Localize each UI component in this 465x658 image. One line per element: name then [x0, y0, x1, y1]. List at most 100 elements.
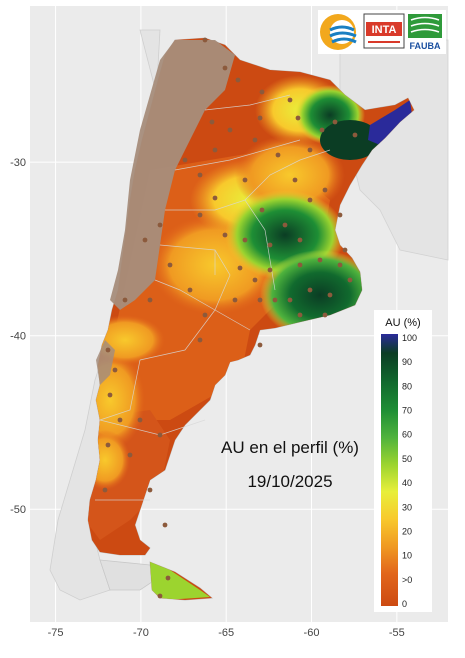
legend-labels: 100 90 80 70 60 50 40 30 20 10 >0 0 — [402, 333, 417, 609]
conae-swirl-icon — [320, 14, 357, 50]
station-dot — [147, 487, 153, 493]
legend: AU (%) 100 90 80 70 60 50 40 30 20 10 >0 0 — [374, 310, 432, 612]
map-annotation-date: 19/10/2025 — [247, 472, 332, 491]
station-dot — [297, 312, 303, 318]
legend-label-10: >0 — [402, 575, 412, 585]
station-dot — [272, 297, 278, 303]
logos: INTA FAUBA — [318, 10, 446, 54]
legend-title: AU (%) — [385, 317, 420, 329]
station-dot — [259, 207, 265, 213]
station-dot — [112, 367, 118, 373]
x-axis-ticks: -75 -70 -65 -60 -55 — [48, 627, 405, 639]
station-dot — [102, 487, 108, 493]
station-dot — [187, 287, 193, 293]
legend-label-8: 20 — [402, 526, 412, 536]
station-dot — [105, 442, 111, 448]
station-dot — [342, 247, 348, 253]
y-tick-label-2: -50 — [10, 504, 26, 516]
legend-label-5: 50 — [402, 454, 412, 464]
legend-label-2: 80 — [402, 381, 412, 391]
station-dot — [297, 237, 303, 243]
y-axis-ticks: -30 -40 -50 — [10, 157, 26, 516]
andes-masked-area — [96, 40, 235, 385]
legend-label-4: 60 — [402, 430, 412, 440]
province-borders — [95, 94, 331, 501]
legend-label-7: 30 — [402, 502, 412, 512]
station-dot — [252, 137, 258, 143]
legend-label-11: 0 — [402, 599, 407, 609]
station-dot — [227, 127, 233, 133]
station-dot — [165, 575, 171, 581]
station-dot — [322, 312, 328, 318]
station-dot — [212, 195, 218, 201]
station-dot — [157, 432, 163, 438]
station-dot — [197, 337, 203, 343]
station-dot — [317, 257, 323, 263]
station-dot — [197, 172, 203, 178]
station-dot — [295, 115, 301, 121]
x-tick-label-2: -65 — [218, 627, 234, 639]
station-dot — [287, 97, 293, 103]
station-dot — [319, 127, 325, 133]
station-dot — [252, 277, 258, 283]
station-dot — [157, 593, 163, 599]
station-dot — [307, 147, 313, 153]
station-dot — [107, 392, 113, 398]
map-annotation-title: AU en el perfil (%) — [221, 438, 359, 457]
station-dot — [237, 265, 243, 271]
station-dot — [232, 297, 238, 303]
station-dot — [157, 222, 163, 228]
station-dot — [212, 147, 218, 153]
station-dot — [259, 89, 265, 95]
station-dot — [127, 452, 133, 458]
station-dot — [147, 297, 153, 303]
station-dot — [322, 187, 328, 193]
legend-label-9: 10 — [402, 551, 412, 561]
x-tick-label-3: -60 — [304, 627, 320, 639]
station-dot — [242, 177, 248, 183]
legend-label-6: 40 — [402, 478, 412, 488]
station-dot — [282, 222, 288, 228]
station-dot — [197, 212, 203, 218]
station-dot — [337, 262, 343, 268]
x-tick-label-1: -70 — [133, 627, 149, 639]
station-dot — [267, 267, 273, 273]
legend-label-0: 100 — [402, 333, 417, 343]
station-dot — [209, 119, 215, 125]
station-dot — [307, 197, 313, 203]
station-dot — [242, 237, 248, 243]
station-dot — [352, 132, 358, 138]
station-dot — [287, 297, 293, 303]
legend-colorbar — [381, 334, 398, 606]
fauba-logo-text: FAUBA — [410, 41, 441, 51]
station-dot — [327, 292, 333, 298]
station-dot — [182, 157, 188, 163]
station-dot — [235, 77, 241, 83]
fauba-logo: FAUBA — [408, 14, 442, 51]
station-dots — [102, 37, 358, 599]
station-dot — [292, 177, 298, 183]
station-dot — [202, 312, 208, 318]
legend-label-3: 70 — [402, 406, 412, 416]
station-dot — [117, 417, 123, 423]
station-dot — [167, 262, 173, 268]
station-dot — [332, 119, 338, 125]
neighbour-land — [49, 29, 449, 601]
station-dot — [142, 237, 148, 243]
inta-logo: INTA — [363, 13, 405, 49]
station-dot — [257, 115, 263, 121]
station-dot — [257, 342, 263, 348]
station-dot — [202, 37, 208, 43]
station-dot — [275, 152, 281, 158]
station-dot — [257, 297, 263, 303]
station-dot — [297, 262, 303, 268]
legend-label-1: 90 — [402, 357, 412, 367]
station-dot — [162, 522, 168, 528]
station-dot — [122, 297, 128, 303]
station-dot — [347, 277, 353, 283]
station-dot — [267, 242, 273, 248]
station-dot — [222, 65, 228, 71]
station-dot — [307, 287, 313, 293]
x-tick-label-0: -75 — [48, 627, 64, 639]
